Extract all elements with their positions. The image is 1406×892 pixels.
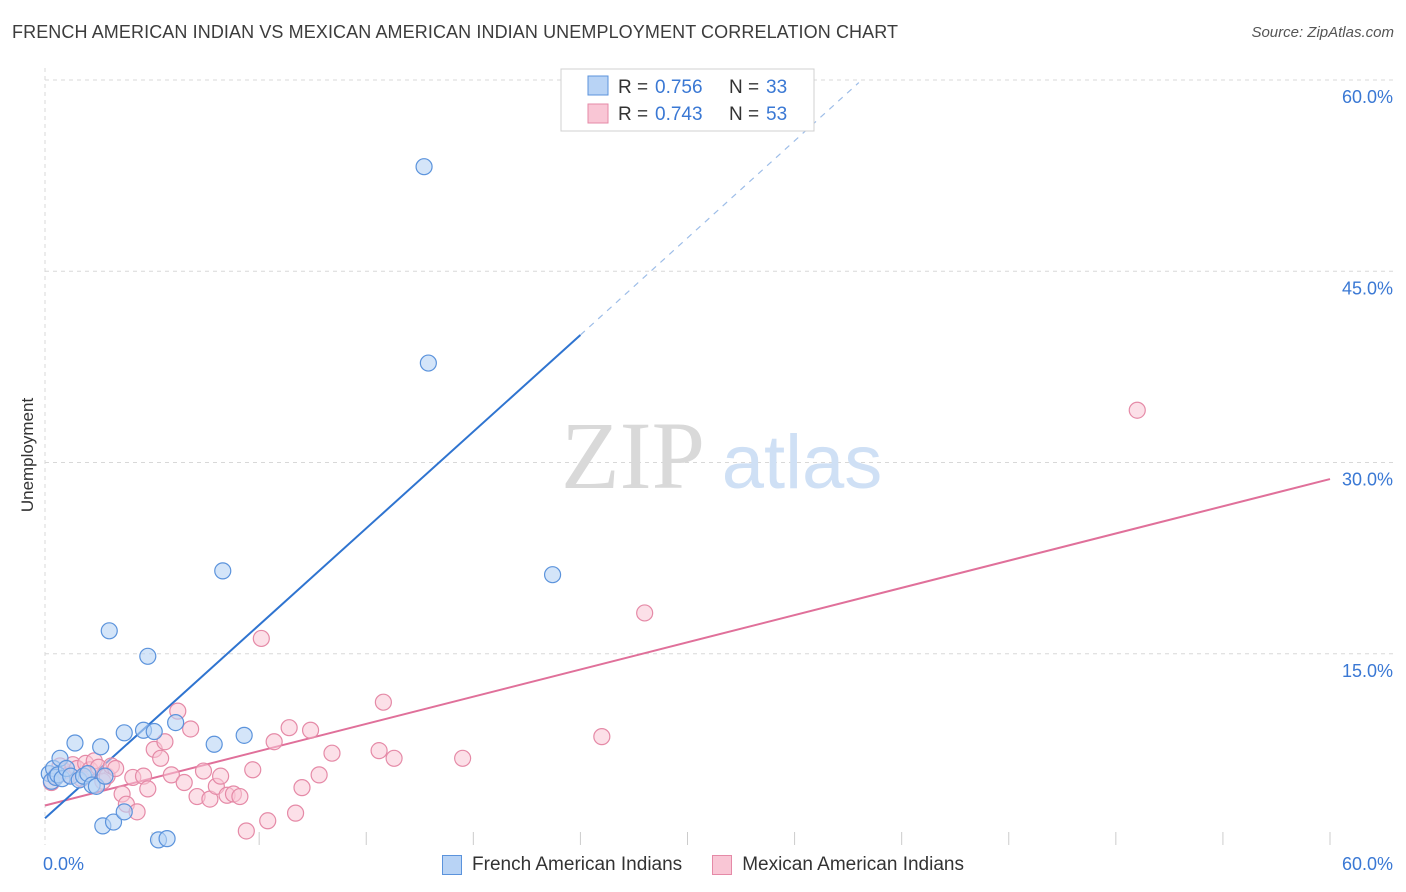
point-french xyxy=(139,647,157,665)
point-french xyxy=(66,734,84,752)
point-mexican xyxy=(374,693,392,711)
y-tick-label: 60.0% xyxy=(1342,87,1393,107)
watermark: ZIP atlas xyxy=(561,402,882,509)
point-mexican xyxy=(182,720,200,738)
point-mexican xyxy=(293,779,311,797)
point-mexican xyxy=(370,742,388,760)
point-french xyxy=(115,803,133,821)
point-mexican xyxy=(212,767,230,785)
point-french xyxy=(145,722,163,741)
point-french xyxy=(100,622,118,640)
point-mexican xyxy=(156,733,174,751)
point-french xyxy=(92,738,110,756)
legend-r-label-french: R = xyxy=(618,77,648,98)
point-mexican xyxy=(244,761,262,779)
point-mexican xyxy=(593,728,611,746)
chart-title: FRENCH AMERICAN INDIAN VS MEXICAN AMERIC… xyxy=(12,22,899,42)
point-mexican xyxy=(323,744,341,762)
series-legend: French American Indians Mexican American… xyxy=(0,852,1406,878)
legend-r-value-french: 0.756 xyxy=(655,77,703,98)
point-french xyxy=(415,158,433,176)
trend-line-french xyxy=(44,334,582,819)
point-mexican xyxy=(139,780,157,798)
point-french xyxy=(167,713,185,732)
legend-item-french: French American Indians xyxy=(442,852,682,878)
legend-r-value-mexican: 0.743 xyxy=(655,104,703,125)
watermark-atlas: atlas xyxy=(722,420,883,505)
point-mexican xyxy=(310,766,328,784)
trend-line-mexican xyxy=(44,478,1331,807)
x-tick-labels: 0.0% 60.0% xyxy=(43,854,1393,874)
legend-r-label-mexican: R = xyxy=(618,104,648,125)
point-mexican xyxy=(175,773,193,792)
point-mexican xyxy=(162,766,180,784)
point-french xyxy=(115,724,133,742)
legend-n-label-french: N = xyxy=(729,77,759,98)
point-mexican xyxy=(265,733,283,751)
legend-n-label-mexican: N = xyxy=(729,104,759,125)
legend-n-value-mexican: 53 xyxy=(766,104,787,125)
data-points xyxy=(40,158,1146,849)
x-tick-label-max: 60.0% xyxy=(1342,854,1393,874)
legend-n-value-french: 33 xyxy=(766,77,787,98)
y-tick-label: 45.0% xyxy=(1342,278,1393,298)
watermark-zip: ZIP xyxy=(561,402,705,509)
point-mexican xyxy=(237,822,255,840)
legend-item-mexican: Mexican American Indians xyxy=(712,852,964,878)
point-french xyxy=(104,813,123,831)
point-mexican xyxy=(385,749,403,767)
point-french xyxy=(158,830,176,848)
point-mexican xyxy=(259,812,277,830)
point-french xyxy=(419,354,437,372)
point-french xyxy=(96,767,114,785)
source-label: Source: ZipAtlas.com xyxy=(1251,24,1394,41)
point-mexican xyxy=(286,804,305,822)
point-french xyxy=(235,726,253,744)
stats-legend: R = 0.756 N = 33 R = 0.743 N = 53 xyxy=(560,68,815,132)
legend-swatch-french xyxy=(587,75,609,96)
legend-swatch-mexican xyxy=(587,103,609,124)
point-mexican xyxy=(152,749,170,767)
legend-label-french: French American Indians xyxy=(472,854,683,875)
point-mexican xyxy=(1128,401,1146,419)
legend-marker-mexican xyxy=(712,855,733,875)
point-mexican xyxy=(280,719,298,737)
point-french xyxy=(543,566,562,584)
y-tick-label: 15.0% xyxy=(1342,661,1393,681)
point-mexican xyxy=(231,787,249,806)
point-mexican xyxy=(454,749,472,767)
point-mexican xyxy=(194,762,213,780)
point-french xyxy=(214,562,232,580)
legend-label-mexican: Mexican American Indians xyxy=(742,854,964,875)
point-mexican xyxy=(252,629,270,648)
y-tick-label: 30.0% xyxy=(1342,470,1393,490)
x-tick-label-min: 0.0% xyxy=(43,854,84,874)
point-french xyxy=(205,735,223,753)
legend-marker-french xyxy=(442,855,463,875)
point-mexican xyxy=(301,721,320,739)
point-mexican xyxy=(636,604,654,622)
y-tick-labels: 15.0% 30.0% 45.0% 60.0% xyxy=(1342,87,1393,681)
